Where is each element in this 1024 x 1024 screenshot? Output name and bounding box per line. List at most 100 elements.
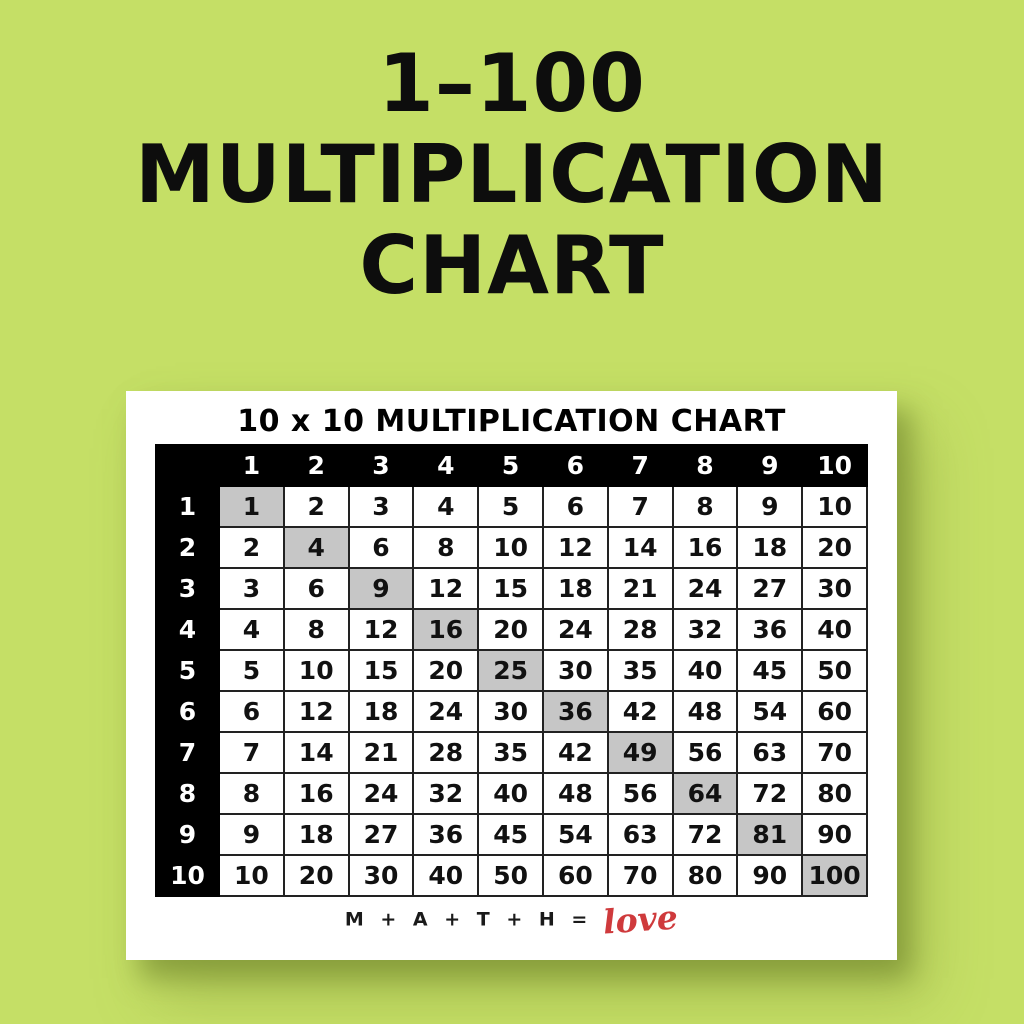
product-cell: 50 bbox=[477, 854, 544, 897]
chart-card: 10 x 10 MULTIPLICATION CHART 1 2 3 4 5 6 7 8 9 10… bbox=[126, 391, 897, 960]
product-cell: 45 bbox=[736, 649, 804, 692]
product-cell: 42 bbox=[606, 690, 674, 733]
product-cell: 21 bbox=[347, 731, 415, 774]
main-title-line-1: 1–100 bbox=[378, 37, 646, 130]
col-header-cell: 2 bbox=[282, 444, 350, 487]
product-cell: 28 bbox=[606, 608, 674, 651]
table-corner-cell bbox=[155, 444, 220, 487]
product-cell: 50 bbox=[801, 649, 868, 692]
main-title-line-3: CHART bbox=[359, 219, 665, 313]
product-cell: 40 bbox=[412, 854, 480, 897]
product-cell: 12 bbox=[412, 567, 480, 610]
row-header-cell: 5 bbox=[155, 649, 220, 692]
product-cell: 15 bbox=[477, 567, 544, 610]
footer-love-script: love bbox=[602, 897, 680, 942]
product-cell: 72 bbox=[736, 772, 804, 815]
col-header-cell: 4 bbox=[412, 444, 480, 487]
product-cell: 40 bbox=[801, 608, 868, 651]
product-cell: 4 bbox=[412, 485, 480, 528]
product-cell: 5 bbox=[477, 485, 544, 528]
product-cell: 56 bbox=[671, 731, 739, 774]
product-cell-square: 36 bbox=[541, 690, 609, 733]
multiplication-table: 1 2 3 4 5 6 7 8 9 10 1 1 2 3 4 5 6 7 8 9 10 2 2 4 6 8 10 12 14 16 18 20… bbox=[155, 444, 868, 897]
row-header-cell: 10 bbox=[155, 854, 220, 897]
product-cell: 80 bbox=[671, 854, 739, 897]
product-cell: 24 bbox=[412, 690, 480, 733]
row-header-cell: 4 bbox=[155, 608, 220, 651]
product-cell: 12 bbox=[282, 690, 350, 733]
product-cell: 72 bbox=[671, 813, 739, 856]
product-cell: 2 bbox=[218, 526, 285, 569]
product-cell: 45 bbox=[477, 813, 544, 856]
product-cell: 80 bbox=[801, 772, 868, 815]
product-cell: 18 bbox=[282, 813, 350, 856]
product-cell-square: 1 bbox=[218, 485, 285, 528]
product-cell: 14 bbox=[282, 731, 350, 774]
product-cell: 27 bbox=[736, 567, 804, 610]
product-cell: 20 bbox=[282, 854, 350, 897]
product-cell: 18 bbox=[736, 526, 804, 569]
product-cell: 48 bbox=[541, 772, 609, 815]
footer-branding: M + A + T + H = love bbox=[126, 897, 897, 942]
product-cell: 27 bbox=[347, 813, 415, 856]
table-row: 5 5 10 15 20 25 30 35 40 45 50 bbox=[155, 649, 868, 692]
product-cell: 8 bbox=[412, 526, 480, 569]
row-header-cell: 3 bbox=[155, 567, 220, 610]
product-cell-square: 25 bbox=[477, 649, 544, 692]
product-cell: 12 bbox=[347, 608, 415, 651]
product-cell: 9 bbox=[736, 485, 804, 528]
product-cell: 16 bbox=[671, 526, 739, 569]
product-cell: 4 bbox=[218, 608, 285, 651]
product-cell: 30 bbox=[541, 649, 609, 692]
footer-brand-text: M + A + T + H = bbox=[344, 908, 593, 931]
product-cell: 6 bbox=[541, 485, 609, 528]
product-cell: 24 bbox=[541, 608, 609, 651]
product-cell: 63 bbox=[606, 813, 674, 856]
product-cell: 10 bbox=[218, 854, 285, 897]
product-cell: 6 bbox=[347, 526, 415, 569]
table-header-row: 1 2 3 4 5 6 7 8 9 10 bbox=[155, 444, 868, 487]
col-header-cell: 9 bbox=[736, 444, 804, 487]
row-header-cell: 9 bbox=[155, 813, 220, 856]
row-header-cell: 2 bbox=[155, 526, 220, 569]
product-cell: 20 bbox=[477, 608, 544, 651]
product-cell-square: 100 bbox=[801, 854, 868, 897]
product-cell: 35 bbox=[477, 731, 544, 774]
product-cell-square: 49 bbox=[606, 731, 674, 774]
product-cell-square: 9 bbox=[347, 567, 415, 610]
product-cell-square: 4 bbox=[282, 526, 350, 569]
col-header-cell: 6 bbox=[541, 444, 609, 487]
product-cell: 32 bbox=[412, 772, 480, 815]
product-cell: 48 bbox=[671, 690, 739, 733]
col-header-cell: 3 bbox=[347, 444, 415, 487]
product-cell: 30 bbox=[801, 567, 868, 610]
product-cell: 60 bbox=[801, 690, 868, 733]
col-header-cell: 8 bbox=[671, 444, 739, 487]
product-cell: 21 bbox=[606, 567, 674, 610]
product-cell: 16 bbox=[282, 772, 350, 815]
main-title: 1–100 MULTIPLICATION CHART bbox=[0, 38, 1024, 312]
product-cell: 18 bbox=[347, 690, 415, 733]
product-cell: 2 bbox=[282, 485, 350, 528]
product-cell: 24 bbox=[671, 567, 739, 610]
product-cell: 32 bbox=[671, 608, 739, 651]
product-cell: 70 bbox=[606, 854, 674, 897]
table-row: 9 9 18 27 36 45 54 63 72 81 90 bbox=[155, 813, 868, 856]
product-cell: 54 bbox=[736, 690, 804, 733]
product-cell: 40 bbox=[671, 649, 739, 692]
product-cell: 6 bbox=[282, 567, 350, 610]
product-cell: 30 bbox=[347, 854, 415, 897]
card-title: 10 x 10 MULTIPLICATION CHART bbox=[237, 404, 786, 439]
multiplication-table-body: 1 2 3 4 5 6 7 8 9 10 1 1 2 3 4 5 6 7 8 9 10 2 2 4 6 8 10 12 14 16 18 20… bbox=[155, 444, 868, 897]
product-cell: 54 bbox=[541, 813, 609, 856]
product-cell: 35 bbox=[606, 649, 674, 692]
table-row: 8 8 16 24 32 40 48 56 64 72 80 bbox=[155, 772, 868, 815]
col-header-cell: 5 bbox=[477, 444, 544, 487]
product-cell-square: 81 bbox=[736, 813, 804, 856]
table-row: 7 7 14 21 28 35 42 49 56 63 70 bbox=[155, 731, 868, 774]
product-cell: 90 bbox=[801, 813, 868, 856]
product-cell: 8 bbox=[671, 485, 739, 528]
product-cell: 7 bbox=[218, 731, 285, 774]
product-cell: 10 bbox=[801, 485, 868, 528]
product-cell: 90 bbox=[736, 854, 804, 897]
